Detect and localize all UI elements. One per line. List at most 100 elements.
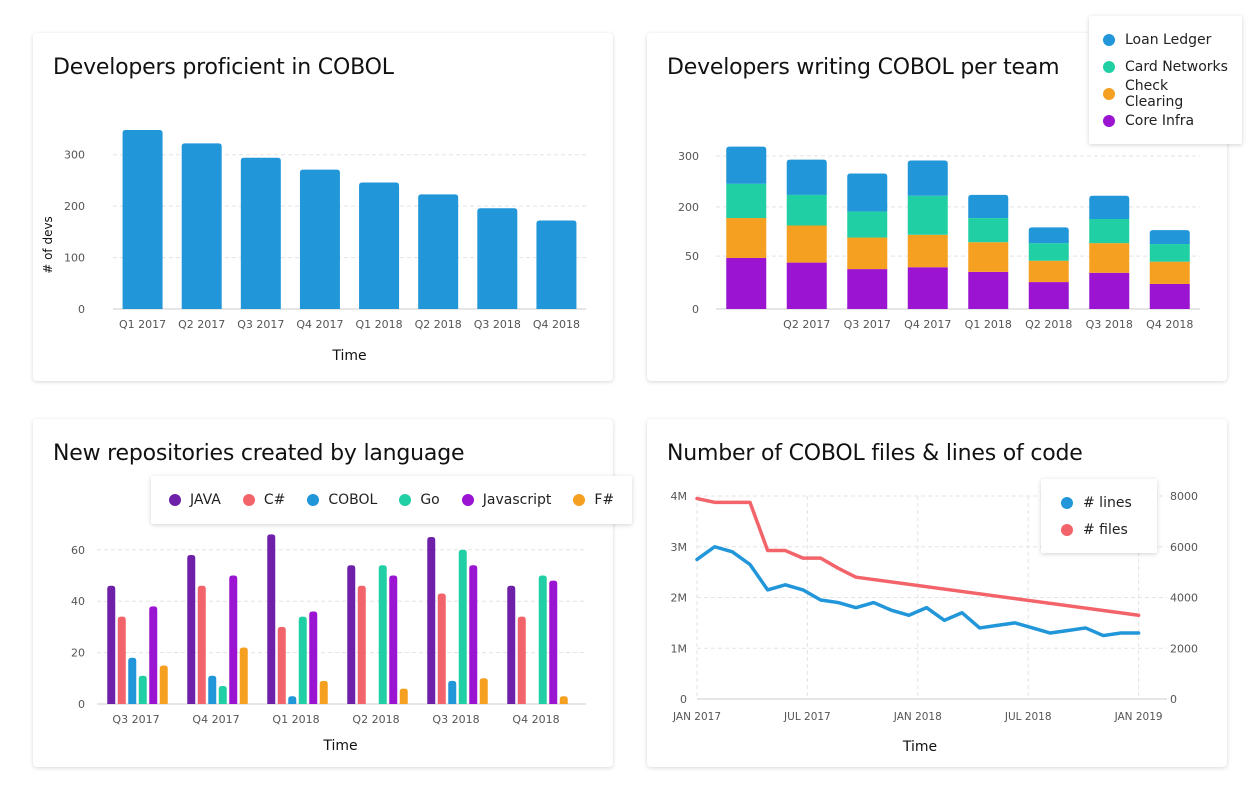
bar xyxy=(536,220,577,309)
legend-item-csharp[interactable]: C# xyxy=(242,492,285,508)
chart-card-per-team: Developers writing COBOL per team 0 50 200… xyxy=(647,33,1227,381)
bar xyxy=(122,130,163,309)
x-tick-label: Q1 2018 xyxy=(355,318,402,331)
x-axis-label: Time xyxy=(902,739,937,755)
x-tick-label: Q3 2018 xyxy=(474,318,521,331)
legend-label: # files xyxy=(1083,521,1128,538)
chart-card-repos: New repositories created by language 0 20… xyxy=(33,419,613,767)
legend-item-loan-ledger[interactable]: Loan Ledger xyxy=(1103,26,1228,53)
y-tick-label-left: 3M xyxy=(671,541,688,554)
x-tick-label: Q4 2017 xyxy=(192,713,239,726)
bar-segment xyxy=(968,194,1009,219)
legend-dot xyxy=(1061,523,1073,536)
bar xyxy=(267,534,276,704)
chart-card-proficient: Developers proficient in COBOL 0 100 200 30… xyxy=(33,33,613,381)
x-tick-label: Q2 2018 xyxy=(352,713,399,726)
x-tick-label: Q1 2018 xyxy=(965,318,1012,331)
legend-item-java[interactable]: JAVA xyxy=(169,492,221,508)
bar xyxy=(389,575,398,704)
legend-item-check-clearing[interactable]: Check Clearing xyxy=(1103,77,1228,110)
bar xyxy=(229,575,238,704)
y-tick-label: 0 xyxy=(692,303,699,316)
y-tick-label-left: 2M xyxy=(671,592,688,605)
bar xyxy=(299,169,340,309)
bar xyxy=(309,611,318,704)
x-tick-label: Q3 2018 xyxy=(432,713,479,726)
bar xyxy=(319,680,328,704)
bar-segment xyxy=(786,159,827,195)
legend-item-fsharp[interactable]: F# xyxy=(573,492,614,508)
legend-dot xyxy=(242,494,255,506)
x-tick-label: JAN 2018 xyxy=(893,711,942,723)
bar-segment xyxy=(847,211,888,238)
bar-segment xyxy=(907,267,948,309)
bar-segment xyxy=(907,195,948,235)
x-tick-label: Q4 2018 xyxy=(1146,318,1193,331)
bar-segment xyxy=(726,257,767,309)
bar-segment xyxy=(847,173,888,212)
y-tick-label: 40 xyxy=(71,595,85,608)
bar xyxy=(239,647,248,704)
legend-dot xyxy=(1103,60,1115,73)
bar-segment xyxy=(847,269,888,309)
legend-item-core-infra[interactable]: Core Infra xyxy=(1103,107,1228,134)
bar-segment xyxy=(1028,243,1069,261)
legend-label: Go xyxy=(420,492,440,508)
legend-label: Card Networks xyxy=(1125,58,1228,75)
legend-label: Check Clearing xyxy=(1125,77,1184,110)
bar xyxy=(277,626,286,704)
legend-dot xyxy=(1103,87,1115,100)
legend-item-lines[interactable]: # lines xyxy=(1061,489,1147,516)
bar-segment xyxy=(1149,261,1190,284)
y-tick-label: 0 xyxy=(78,303,85,316)
legend-dot xyxy=(1103,33,1115,46)
x-tick-label: JAN 2019 xyxy=(1114,711,1163,723)
legend-label: F# xyxy=(594,492,615,508)
bar xyxy=(538,575,547,704)
bar xyxy=(477,208,518,309)
legend-dot xyxy=(399,494,412,506)
chart-repos-plot: 0 20 40 60 Q3 2017 Q4 2017 Q1 2018 Q2 2018 Q3 20… xyxy=(71,534,586,754)
legend-languages: JAVA C# COBOL Go Javascript F# xyxy=(151,476,633,524)
x-tick-label: Q1 2018 xyxy=(272,713,319,726)
bar xyxy=(181,143,222,309)
y-tick-label-right: 8000 xyxy=(1170,490,1198,503)
y-tick-label: 200 xyxy=(678,201,699,214)
bar-segment xyxy=(1089,272,1130,309)
y-tick-label: 100 xyxy=(64,252,85,265)
x-tick-label: JAN 2017 xyxy=(672,711,721,723)
legend-item-cobol[interactable]: COBOL xyxy=(307,492,377,508)
legend-item-card-networks[interactable]: Card Networks xyxy=(1103,53,1228,80)
legend-item-go[interactable]: Go xyxy=(399,492,440,508)
bar xyxy=(240,157,281,309)
bar xyxy=(197,585,206,704)
bar-segment xyxy=(1149,283,1190,309)
chart-files-lines-plot: 0 0 1M 2000 2M 4000 3M 6000 4M 8000 JAN 2017 JUL 20… xyxy=(671,490,1199,755)
bar xyxy=(448,680,457,704)
bar xyxy=(359,182,400,309)
legend-item-files[interactable]: # files xyxy=(1061,516,1147,543)
legend-item-javascript[interactable]: Javascript xyxy=(461,492,551,508)
bar-segment xyxy=(907,234,948,268)
bar xyxy=(418,194,459,309)
legend-label: # lines xyxy=(1083,494,1132,511)
legend-dot xyxy=(573,494,586,506)
bar-segment xyxy=(968,271,1009,309)
legend-dot xyxy=(461,494,474,506)
bar-segment xyxy=(907,160,948,196)
bar-segment xyxy=(1149,230,1190,245)
bar xyxy=(218,686,227,704)
y-tick-label: 200 xyxy=(64,200,85,213)
chart-title: New repositories created by language xyxy=(53,441,465,466)
y-tick-label-right: 2000 xyxy=(1170,642,1198,655)
bar-segment xyxy=(786,262,827,309)
x-tick-label: Q1 2017 xyxy=(119,318,166,331)
bar xyxy=(159,665,168,704)
y-tick-label-right: 6000 xyxy=(1170,541,1198,554)
legend-label: JAVA xyxy=(190,492,221,508)
bar-segment xyxy=(968,218,1009,243)
x-tick-label: Q3 2017 xyxy=(112,713,159,726)
x-tick-label: Q4 2017 xyxy=(296,318,343,331)
chart-title: Developers proficient in COBOL xyxy=(53,55,394,80)
bar xyxy=(559,696,568,704)
